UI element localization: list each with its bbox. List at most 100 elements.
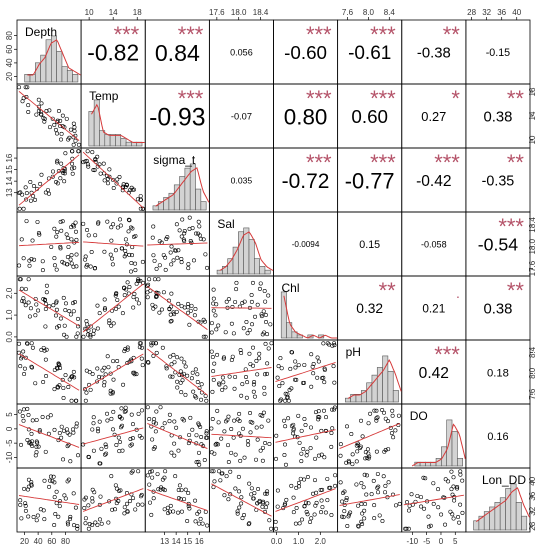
- scatter-point: [258, 281, 263, 286]
- scatter-point: [72, 299, 77, 304]
- scatter-point: [344, 498, 349, 503]
- scatter-point: [71, 523, 76, 528]
- scatter-point: [145, 283, 150, 288]
- scatter-point: [346, 458, 351, 463]
- variable-name: Temp: [89, 89, 119, 103]
- histogram-bar: [345, 397, 351, 403]
- scatter-point: [376, 484, 381, 489]
- scatter-point: [74, 334, 79, 339]
- scatter-point: [52, 367, 57, 372]
- scatter-point: [167, 419, 172, 424]
- scatter-point: [43, 306, 48, 311]
- scatter-point: [62, 493, 67, 498]
- scatter-point: [115, 177, 120, 182]
- tick-label: 7.6: [342, 8, 354, 17]
- density-curve: [27, 39, 81, 76]
- scatter-point: [109, 323, 114, 328]
- scatter-point: [179, 390, 184, 395]
- scatter-point: [350, 452, 355, 457]
- scatter-point: [330, 426, 335, 431]
- scatter-point: [167, 306, 172, 311]
- scatter-point: [122, 505, 127, 510]
- scatter-point: [197, 509, 202, 514]
- scatter-point: [151, 341, 156, 346]
- scatter-point: [124, 242, 129, 247]
- tick-label: 36: [497, 8, 506, 17]
- scatter-point: [34, 439, 39, 444]
- scatter-point: [153, 304, 158, 309]
- scatter-point: [341, 515, 346, 520]
- scatter-point: [32, 257, 37, 262]
- scatter-point: [191, 389, 196, 394]
- tick-label: 14: [172, 537, 181, 546]
- panel-frame: [465, 467, 531, 533]
- scatter-point: [35, 513, 40, 518]
- scatter-point: [153, 341, 158, 346]
- scatter-point: [263, 313, 268, 318]
- scatter-point: [254, 358, 259, 363]
- scatter-point: [95, 379, 100, 384]
- scatter-point: [34, 112, 39, 117]
- correlation-value: -0.15: [486, 47, 510, 59]
- histogram-bar: [56, 50, 63, 83]
- scatter-point: [236, 474, 241, 479]
- scatter-point: [161, 253, 166, 258]
- scatter-point: [55, 131, 60, 136]
- scatter-point: [131, 187, 136, 192]
- scatter-point: [117, 440, 122, 445]
- scatter-point: [118, 223, 123, 228]
- scatter-point: [276, 364, 281, 369]
- scatter-point: [99, 446, 104, 451]
- scatter-point: [42, 478, 47, 483]
- smoothing-line: [211, 307, 272, 309]
- scatter-point: [42, 119, 47, 124]
- scatter-point: [237, 505, 242, 510]
- scatter-point: [114, 442, 119, 447]
- scatter-point: [340, 499, 345, 504]
- scatter-point: [97, 162, 102, 167]
- scatter-point: [29, 341, 34, 346]
- scatter-point: [380, 408, 385, 413]
- scatter-point: [222, 493, 227, 498]
- scatter-point: [97, 419, 102, 424]
- tick-label: 2.0: [315, 537, 327, 546]
- scatter-point: [58, 176, 63, 181]
- histogram-bar: [195, 188, 202, 211]
- scatter-point: [234, 287, 239, 292]
- scatter-point: [273, 519, 278, 524]
- scatter-point: [248, 362, 253, 367]
- scatter-point: [296, 363, 301, 368]
- scatter-point: [182, 360, 187, 365]
- scatter-point: [251, 382, 256, 387]
- scatter-point: [456, 515, 461, 520]
- scatter-point: [101, 161, 106, 166]
- histogram-bar: [238, 231, 244, 275]
- scatter-point: [168, 354, 173, 359]
- scatter-point: [226, 297, 231, 302]
- correlation-value: 0.80: [284, 105, 328, 130]
- scatter-point: [460, 510, 465, 515]
- scatter-point: [283, 501, 288, 506]
- scatter-point: [134, 297, 139, 302]
- scatter-point: [74, 252, 79, 257]
- scatter-point: [25, 487, 30, 492]
- scatter-point: [90, 499, 95, 504]
- scatter-point: [260, 504, 265, 509]
- scatter-point: [62, 167, 67, 172]
- scatter-point: [229, 321, 234, 326]
- scatter-point: [198, 236, 203, 241]
- tick-label: -10: [5, 451, 14, 463]
- scatter-point: [111, 377, 116, 382]
- scatter-point: [232, 386, 237, 391]
- variable-name: Depth: [25, 25, 57, 39]
- scatter-point: [35, 219, 40, 224]
- scatter-point: [323, 510, 328, 515]
- scatter-point: [71, 369, 76, 374]
- correlation-value: 0.15: [359, 239, 380, 251]
- scatter-point: [125, 509, 130, 514]
- scatter-point: [179, 234, 184, 239]
- smoothing-line: [147, 422, 208, 450]
- scatter-point: [194, 395, 199, 400]
- scatter-point: [40, 259, 45, 264]
- scatter-point: [226, 459, 231, 464]
